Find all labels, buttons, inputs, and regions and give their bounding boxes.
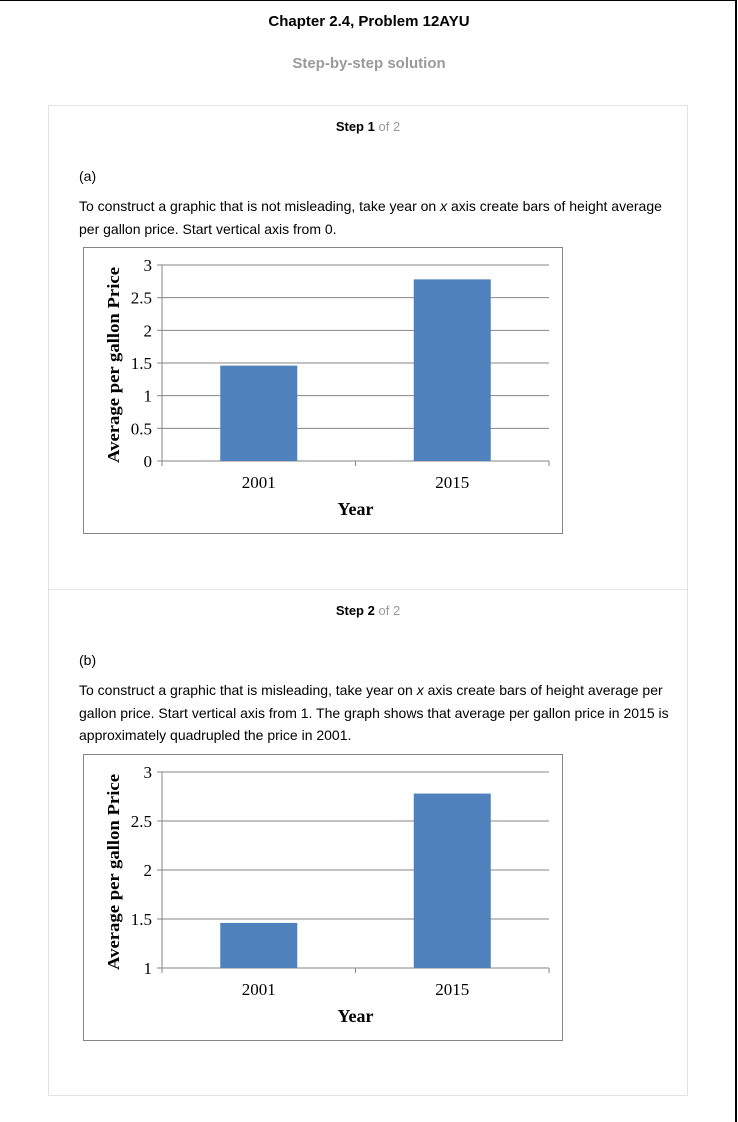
y-tick-label: 1.5 xyxy=(131,910,152,929)
step-2-title: Step 2 of 2 xyxy=(48,603,688,618)
chart-svg: 1 1.5 2 2.5 3 2001 2015 Year Average per gallon … xyxy=(104,763,550,1026)
italic-variable: x xyxy=(440,198,448,214)
step-1-paragraph: To construct a graphic that is not misle… xyxy=(79,195,669,240)
step-2-word: Step xyxy=(335,603,364,618)
y-tick-label: 0 xyxy=(144,452,153,471)
page-top-border xyxy=(0,0,736,1)
x-tick-label: 2015 xyxy=(435,473,469,492)
y-tick-label: 2 xyxy=(144,861,153,880)
y-tick-label: 1 xyxy=(144,387,153,406)
x-axis-title: Year xyxy=(338,499,374,519)
x-tick-label: 2001 xyxy=(242,980,276,999)
y-tick-label: 2.5 xyxy=(131,289,152,308)
chart-1: 0 0.5 1 1.5 2 2.5 3 2001 2015 Year Average per gal… xyxy=(83,247,563,534)
paragraph-text: axis create bars of height average per g… xyxy=(79,682,669,743)
y-tick-label: 2 xyxy=(144,321,153,340)
y-tick-label: 0.5 xyxy=(131,419,152,438)
part-a-label: (a) xyxy=(79,168,97,184)
page-title: Chapter 2.4, Problem 12AYU xyxy=(268,13,470,30)
paragraph-text: To construct a graphic that is not misle… xyxy=(79,198,441,214)
step-2-number: 2 xyxy=(367,603,375,618)
paragraph-text: axis create bars of height average per g… xyxy=(79,198,662,237)
x-axis-title: Year xyxy=(338,1006,374,1026)
x-tick-label: 2015 xyxy=(435,980,469,999)
page-subtitle: Step-by-step solution xyxy=(292,55,446,72)
bar-2001 xyxy=(220,365,298,461)
chart-2: 1 1.5 2 2.5 3 2001 2015 Year Average per gallon … xyxy=(83,754,563,1041)
y-axis-title: Average per gallon Price xyxy=(104,267,123,463)
step-1-of: of 2 xyxy=(378,119,401,134)
italic-variable: x xyxy=(416,682,424,698)
step-2-of: of 2 xyxy=(378,603,401,618)
bar-2001 xyxy=(220,922,298,968)
step-1-word: Step xyxy=(335,119,364,134)
y-tick-label: 2.5 xyxy=(131,812,152,831)
step-divider xyxy=(49,589,687,590)
paragraph-text: To construct a graphic that is misleadin… xyxy=(79,682,417,698)
chart-svg: 0 0.5 1 1.5 2 2.5 3 2001 2015 Year Average per gal… xyxy=(104,256,550,519)
bar-2015 xyxy=(413,279,491,461)
x-tick-label: 2001 xyxy=(242,473,276,492)
page-right-border xyxy=(735,0,737,1122)
y-tick-label: 1 xyxy=(144,959,153,978)
y-tick-label: 3 xyxy=(144,256,153,275)
step-1-number: 1 xyxy=(367,119,375,134)
y-tick-label: 3 xyxy=(144,763,153,782)
solution-panel xyxy=(48,105,688,1096)
step-2-paragraph: To construct a graphic that is misleadin… xyxy=(79,679,669,747)
bar-2015 xyxy=(413,793,491,968)
step-1-title: Step 1 of 2 xyxy=(48,119,688,134)
part-b-label: (b) xyxy=(79,652,97,668)
y-axis-title: Average per gallon Price xyxy=(104,774,123,970)
y-tick-label: 1.5 xyxy=(131,354,152,373)
